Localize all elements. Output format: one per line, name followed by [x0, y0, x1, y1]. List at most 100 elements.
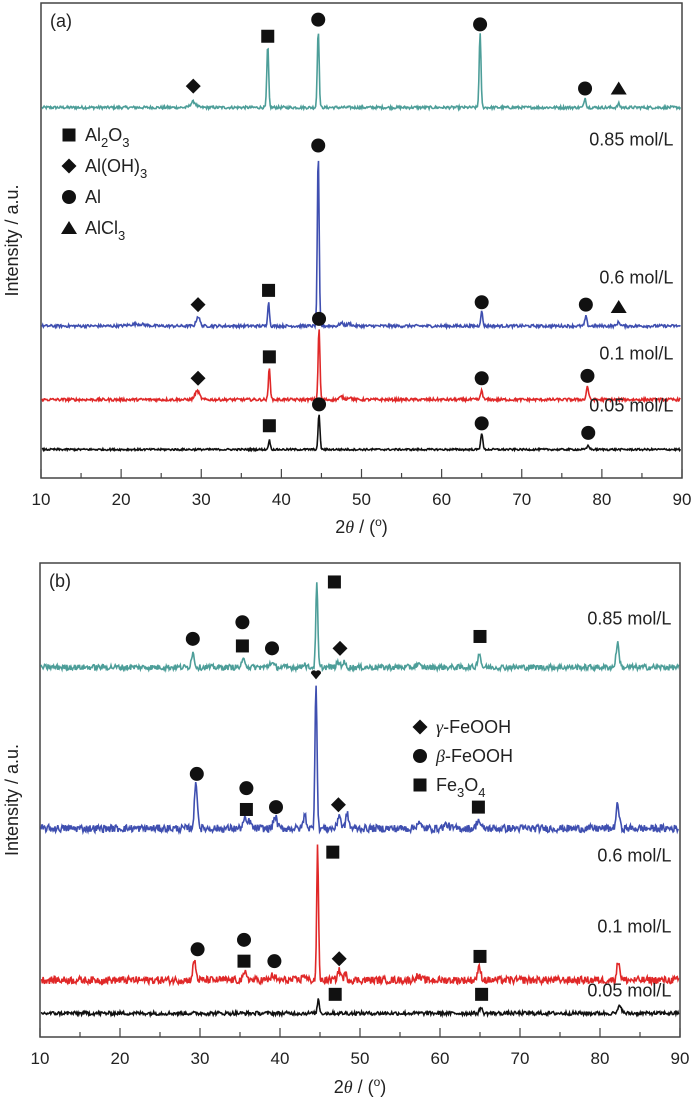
- series-line: [40, 582, 680, 674]
- circle-marker: [474, 295, 489, 310]
- x-tick-label: 20: [112, 490, 131, 509]
- circle-legend-icon: [413, 749, 427, 763]
- triangle-marker: [610, 300, 627, 313]
- x-tick-label: 30: [192, 490, 211, 509]
- series-0-05-mol-L: [40, 987, 680, 1019]
- x-tick-label: 90: [671, 1049, 690, 1068]
- plot-frame: [40, 2, 683, 479]
- series-line: [41, 160, 681, 331]
- square-legend-icon: [62, 128, 76, 142]
- x-tick-label: 70: [512, 490, 531, 509]
- x-tick-label: 20: [111, 1049, 130, 1068]
- square-marker: [262, 419, 276, 433]
- x-tick-label: 50: [352, 490, 371, 509]
- panel-label: (a): [50, 11, 72, 31]
- legend-entry: Al: [62, 187, 101, 207]
- legend-label: β-FeOOH: [435, 746, 513, 766]
- series-label: 0.05 mol/L: [587, 981, 671, 1001]
- diamond-marker: [332, 640, 348, 656]
- diamond-marker: [190, 297, 206, 313]
- y-axis-title: Intensity / a.u.: [2, 184, 22, 296]
- square-marker: [328, 987, 342, 1001]
- x-tick-label: 40: [271, 1049, 290, 1068]
- legend-label: Al(OH)3: [85, 156, 147, 181]
- series-0-6-mol-L: [40, 670, 679, 836]
- circle-marker: [235, 615, 250, 630]
- series-0-6-mol-L: [41, 138, 681, 331]
- square-marker: [473, 629, 487, 643]
- square-marker: [262, 350, 276, 364]
- circle-marker: [312, 311, 327, 326]
- x-axis-title: 2θ / (o): [335, 515, 388, 537]
- series-line: [40, 998, 680, 1019]
- circle-marker: [311, 12, 326, 27]
- legend-entry: AlCl3: [61, 218, 125, 243]
- circle-marker: [312, 397, 327, 412]
- x-tick-label: 50: [351, 1049, 370, 1068]
- x-axis-title: 2θ / (o): [334, 1075, 387, 1097]
- legend-entry: Al(OH)3: [61, 156, 147, 181]
- series-label: 0.85 mol/L: [587, 609, 671, 629]
- x-tick-label: 30: [191, 1049, 210, 1068]
- panel-label: (b): [49, 571, 71, 591]
- diamond-legend-icon: [61, 158, 77, 174]
- panel-0: 10 20 30 40 50 60 70 80 90 2θ / (o) Intensity / a.…: [2, 2, 691, 537]
- circle-marker: [474, 416, 489, 431]
- square-marker: [237, 954, 251, 968]
- diamond-marker: [190, 370, 206, 386]
- circle-marker: [267, 954, 282, 969]
- series-line: [41, 414, 682, 453]
- x-tick-label: 80: [591, 1049, 610, 1068]
- square-marker: [261, 29, 275, 43]
- circle-marker: [473, 17, 488, 32]
- heart-marker: [310, 670, 322, 680]
- legend-label: Al: [85, 187, 101, 207]
- legend-label: γ-FeOOH: [436, 717, 511, 737]
- square-marker: [235, 639, 249, 653]
- x-tick-label: 10: [32, 490, 51, 509]
- series-line: [41, 33, 682, 113]
- circle-marker: [239, 781, 254, 796]
- circle-marker: [474, 371, 489, 386]
- circle-marker: [237, 932, 251, 947]
- diamond-marker: [330, 797, 346, 813]
- series-label: 0.05 mol/L: [589, 396, 673, 416]
- square-marker: [262, 283, 276, 297]
- triangle-legend-icon: [61, 221, 77, 234]
- series-0-85-mol-L: [41, 12, 682, 113]
- circle-marker: [581, 425, 596, 440]
- diamond-legend-icon: [412, 719, 428, 735]
- series-line: [41, 329, 681, 404]
- series-0-05-mol-L: [41, 397, 682, 453]
- series-0-1-mol-L: [40, 844, 680, 987]
- x-tick-label: 60: [431, 1049, 450, 1068]
- square-marker: [471, 800, 485, 814]
- circle-marker: [190, 942, 205, 957]
- diamond-marker: [331, 951, 347, 967]
- square-marker: [239, 802, 253, 816]
- circle-marker: [311, 138, 326, 153]
- square-legend-icon: [413, 778, 427, 792]
- square-marker: [473, 949, 487, 963]
- circle-marker: [580, 368, 595, 383]
- panel-1: 10 20 30 40 50 60 70 80 90 2θ / (o) Intensity / a.…: [2, 562, 690, 1097]
- square-marker: [327, 575, 341, 589]
- x-tick-label: 60: [432, 490, 451, 509]
- triangle-marker: [610, 81, 627, 95]
- series-label: 0.6 mol/L: [597, 846, 671, 866]
- legend-entry: β-FeOOH: [413, 746, 513, 766]
- square-marker: [326, 845, 340, 859]
- series-label: 0.85 mol/L: [589, 130, 673, 150]
- series-line: [40, 844, 680, 987]
- circle-marker: [269, 800, 283, 815]
- legend-entry: Al2O3: [62, 125, 130, 150]
- circle-marker: [578, 297, 593, 312]
- legend-label: Al2O3: [85, 125, 130, 150]
- plot-frame: [39, 562, 681, 1038]
- legend-label: AlCl3: [85, 218, 125, 243]
- x-tick-label: 70: [511, 1049, 530, 1068]
- y-axis-title: Intensity / a.u.: [2, 744, 22, 856]
- circle-legend-icon: [62, 190, 76, 204]
- circle-marker: [189, 766, 204, 781]
